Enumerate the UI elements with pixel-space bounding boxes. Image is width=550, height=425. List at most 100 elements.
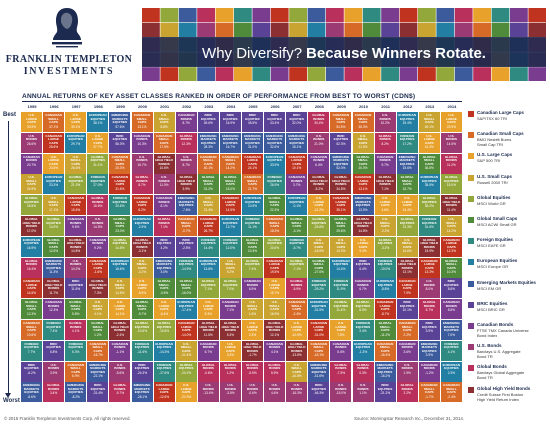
cell-asset-label: BRIC EQUITIES [444,279,459,287]
cell-asset-label: GLOBAL SMALL CAPS [356,154,370,166]
return-cell-1999-rank-3: CANADIAN SMALL CAPS 20.3% [109,153,131,174]
cell-return-value: 4.6% [381,207,389,212]
cell-asset-label: BRIC EQUITIES [355,258,371,267]
cell-return-value: -25.8% [313,225,324,229]
return-cell-2013-rank-14: CANADIAN SMALL CAPS -1.7% [418,382,440,403]
return-cell-1997-rank-14: EMERGING MARKETS EQUITIES -8.2% [65,382,87,403]
banner-tile [418,8,436,23]
cell-return-value: -10.5% [291,332,302,337]
cell-return-value: 13.3% [424,270,434,275]
return-cell-2007-rank-9: GLOBAL BONDS -5.9% [286,278,308,299]
return-cell-1996-rank-12: BRIC EQUITIES 6.8% [43,340,65,361]
return-cell-2008-rank-10: EUROPEAN EQUITIES -31.5% [308,299,330,320]
cell-asset-label: CANADIAN BONDS [288,175,305,183]
cell-asset-label: GLOBAL HIGH YIELD BONDS [354,217,372,228]
cell-asset-label: U.S. SMALL CAPS [202,196,214,208]
cell-return-value: -5.6% [115,370,125,375]
cell-return-value: -2.9% [137,225,147,229]
cell-return-value: 10.3% [137,141,147,146]
banner-tile [326,67,344,81]
cell-asset-label: EUROPEAN EQUITIES [354,341,372,350]
banner-tile [344,67,363,81]
cell-return-value: 23.3% [49,183,59,188]
cell-asset-label: GLOBAL HIGH YIELD BONDS [221,321,240,332]
cell-return-value: 8.7% [182,162,190,167]
cell-asset-label: FOREIGN EQUITIES [68,341,83,350]
cell-asset-label: GLOBAL HIGH YIELD BONDS [177,175,196,187]
cell-asset-label: CANADIAN BONDS [89,237,107,246]
cell-asset-label: GLOBAL HIGH YIELD BONDS [420,237,439,249]
banner-tile [436,8,455,23]
cell-asset-label: U.S. SMALL CAPS [225,258,236,270]
return-cell-1995-rank-12: FOREIGN EQUITIES 7.7% [21,340,42,361]
return-cell-2004-rank-13: GLOBAL BONDS 1.2% [219,361,241,382]
cell-return-value: 1.9% [403,370,411,375]
cell-return-value: -8.2% [71,394,80,399]
return-cell-2002-rank-8: FOREIGN EQUITIES -14.9% [175,257,197,278]
cell-asset-label: GLOBAL BONDS [113,383,127,391]
cell-return-value: 31.2% [203,186,213,191]
return-cell-2005-rank-4: CANADIAN SMALL CAPS 21.7% [242,174,263,195]
return-cell-2005-rank-13: GLOBAL BONDS -5.5% [242,361,263,382]
return-cell-1999-rank-9: U.S. SMALL CAPS 14.5% [109,278,131,299]
cell-asset-label: FOREIGN EQUITIES [112,196,128,204]
cell-return-value: 12.3% [446,249,456,254]
cell-return-value: 11.5% [71,287,81,292]
return-cell-2012-rank-7: U.S. SMALL CAPS 14.6% [396,236,418,257]
cell-return-value: -3.2% [380,245,390,250]
year-label-1998: 1998 [93,104,103,109]
cell-return-value: 1.1% [359,391,367,396]
cell-asset-label: GLOBAL EQUITIES [134,321,150,329]
banner-tile [178,8,197,23]
return-cell-2009-rank-9: FOREIGN EQUITIES 11.9% [330,278,352,299]
cell-asset-label: EMERGING MARKETS EQUITIES [45,258,63,270]
return-cell-2012-rank-9: CANADIAN LARGE CAPS 7.9% [396,278,418,299]
cell-asset-label: GLOBAL BONDS [422,300,436,308]
cell-return-value: 14.5% [115,290,125,295]
return-cell-1995-rank-6: GLOBAL HIGH YIELD BONDS 17.0% [21,216,42,236]
cell-return-value: 8.1% [160,204,168,209]
cell-return-value: 26.6% [26,141,37,146]
cell-return-value: -10.6% [136,329,148,333]
return-cell-1999-rank-11: GLOBAL HIGH YIELD BONDS -2.4% [109,320,131,340]
cell-asset-label: EUROPEAN EQUITIES [133,217,151,225]
cell-return-value: 7.4% [49,329,58,333]
cell-return-value: 14.2% [71,266,81,271]
legend-name: Global High Yield Bonds [477,385,531,391]
cell-asset-label: GLOBAL BONDS [91,196,105,204]
cell-asset-label: FOREIGN EQUITIES [24,341,39,350]
cell-return-value: 17.2% [402,141,412,146]
cell-asset-label: CANADIAN SMALL CAPS [244,175,261,187]
cell-asset-label: GLOBAL HIGH YIELD BONDS [442,196,461,208]
banner-tile [270,22,289,37]
cell-return-value: -0.2% [137,270,147,275]
return-cell-2001-rank-1: U.S. SMALL CAPS 8.8% [153,112,175,132]
return-cell-2012-rank-8: GLOBAL HIGH YIELD BONDS 13.1% [396,257,418,278]
cell-asset-label: CANADIAN LARGE CAPS [200,217,217,228]
cell-asset-label: U.S. BONDS [136,154,148,163]
return-cell-1995-rank-10: GLOBAL SMALL CAPS 12.3% [21,299,42,320]
cell-return-value: -2.4% [447,394,456,399]
cell-return-value: -29.2% [313,287,324,292]
cell-return-value: -2.4% [292,311,301,316]
cell-return-value: 12.6% [49,249,59,254]
cell-asset-label: EMERGING MARKETS EQUITIES [67,383,85,395]
cell-return-value: 24.9% [26,186,37,191]
cell-asset-label: CANADIAN SMALL CAPS [67,362,84,374]
return-cell-1998-rank-11: GLOBAL SMALL CAPS 1.2% [87,320,109,340]
year-label-2006: 2006 [270,104,280,109]
banner-tile [491,22,510,37]
cell-asset-label: GLOBAL HIGH YIELD BONDS [243,341,262,353]
cell-asset-label: EMERGING MARKETS EQUITIES [332,154,350,166]
return-cell-1997-rank-9: BRIC EQUITIES 11.5% [65,278,87,299]
return-cell-2009-rank-2: BRIC EQUITIES 52.3% [330,132,352,153]
return-cell-2008-rank-14: BRIC EQUITIES -46.3% [308,382,330,403]
return-cell-2003-rank-2: EMERGING MARKETS EQUITIES 28.3% [197,132,219,153]
cell-asset-label: CANADIAN BONDS [222,300,239,308]
return-cell-1995-rank-13: BRIC EQUITIES -6.2% [21,361,42,382]
cell-asset-label: U.S. SMALL CAPS [114,279,126,291]
return-cell-1998-rank-13: EMERGING MARKETS EQUITIES -22.1% [87,361,109,382]
cell-return-value: 14.2% [225,166,235,171]
cell-return-value: -41.6% [313,374,324,379]
cell-return-value: 8.7% [182,121,190,125]
